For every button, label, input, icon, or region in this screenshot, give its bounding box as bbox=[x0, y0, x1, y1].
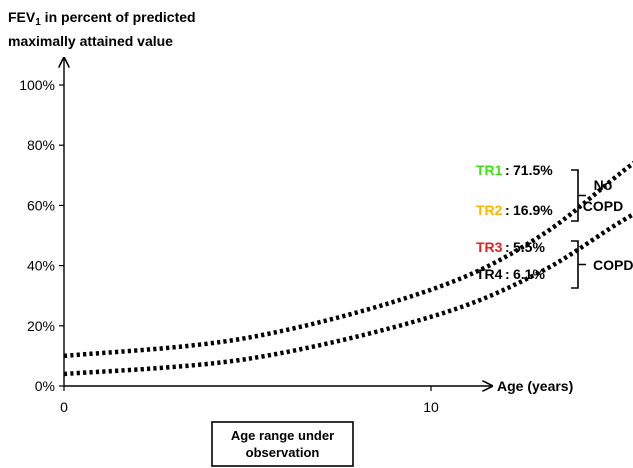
series-share-tr2: 16.9% bbox=[513, 202, 553, 218]
y-tick-label: 40% bbox=[27, 258, 55, 274]
x-axis-title: Age (years) bbox=[497, 378, 573, 394]
bracket-copd bbox=[571, 240, 586, 289]
group-label-copd: COPD bbox=[593, 257, 633, 273]
observation-label-line1: Age range under bbox=[231, 428, 334, 443]
series-colon-tr2: : bbox=[505, 202, 510, 218]
y-tick-label: 0% bbox=[35, 378, 55, 394]
series-name-tr1: TR1 bbox=[476, 162, 503, 178]
series-name-tr2: TR2 bbox=[476, 202, 503, 218]
series-colon-tr4: : bbox=[505, 266, 510, 282]
series-share-tr4: 6.1% bbox=[513, 266, 545, 282]
axes: 0%20%40%60%80%100%010203040506070Age (ye… bbox=[19, 58, 573, 415]
series-name-tr4: TR4 bbox=[476, 266, 503, 282]
observation-label-box bbox=[211, 421, 354, 467]
group-label-no-copd-line1: No bbox=[594, 177, 613, 193]
group-label-no-copd-line2: COPD bbox=[583, 198, 623, 214]
y-axis-title-subscript: 1 bbox=[35, 17, 41, 28]
y-tick-label: 60% bbox=[27, 197, 55, 213]
series-labels: TR1:71.5%TR2:16.9%TR3:5.5%TR4:6.1% bbox=[476, 162, 553, 282]
y-tick-label: 100% bbox=[19, 77, 55, 93]
curves bbox=[63, 160, 633, 377]
series-name-tr3: TR3 bbox=[476, 239, 503, 255]
series-colon-tr3: : bbox=[505, 239, 510, 255]
y-axis-title: FEV1 in percent of predicted maximally a… bbox=[8, 8, 196, 51]
bracket-no-copd bbox=[571, 169, 586, 222]
group-brackets: No COPD COPD bbox=[571, 169, 633, 289]
observation-range: Age range under observation bbox=[211, 421, 354, 467]
y-tick-label: 20% bbox=[27, 318, 55, 334]
early-childhood-curve-upper bbox=[63, 160, 633, 359]
observation-label-line2: observation bbox=[246, 445, 320, 460]
x-tick-label: 0 bbox=[60, 399, 68, 415]
x-tick-label: 10 bbox=[423, 399, 439, 415]
series-share-tr3: 5.5% bbox=[513, 239, 545, 255]
y-axis-title-rest: in percent of predicted bbox=[40, 9, 196, 25]
y-axis-title-line2: maximally attained value bbox=[8, 33, 173, 49]
series-colon-tr1: : bbox=[505, 162, 510, 178]
y-tick-label: 80% bbox=[27, 137, 55, 153]
series-share-tr1: 71.5% bbox=[513, 162, 553, 178]
y-axis-title-main: FEV bbox=[8, 9, 36, 25]
